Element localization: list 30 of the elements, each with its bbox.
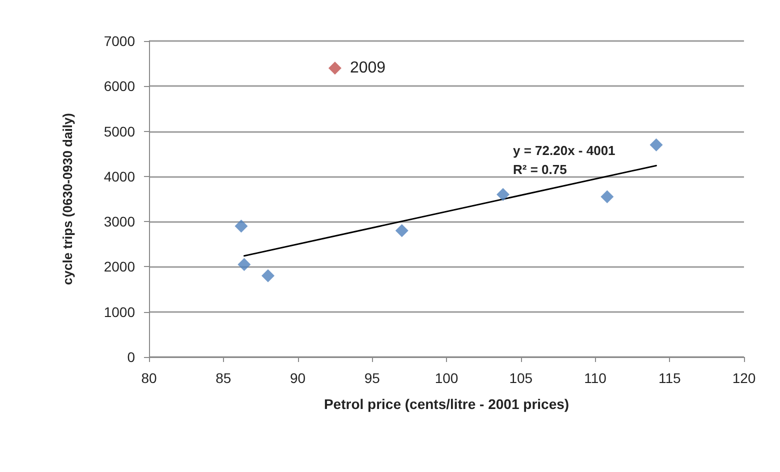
x-tick-label: 105: [509, 370, 533, 386]
x-tick-label: 80: [141, 370, 157, 386]
y-tick-label: 1000: [104, 304, 136, 320]
x-tick-label: 115: [658, 370, 681, 386]
point: [650, 138, 663, 152]
annotation: y = 72.20x - 4001: [513, 143, 616, 158]
y-axis-title: cycle trips (0630-0930 daily): [60, 113, 75, 285]
annotation: R² = 0.75: [512, 162, 567, 177]
x-tick-label: 90: [290, 370, 306, 386]
y-tick-label: 0: [127, 349, 136, 365]
y-tick-label: 7000: [104, 33, 136, 49]
y-tick-label: 4000: [104, 168, 136, 184]
point: [496, 188, 510, 201]
y-tick-label: 3000: [104, 214, 136, 230]
x-axis-title: Petrol price (cents/litre - 2001 prices): [324, 396, 570, 412]
point: [262, 269, 274, 282]
x-tick-label: 85: [216, 370, 232, 386]
point: [234, 220, 248, 233]
x-tick-label: 120: [732, 370, 756, 386]
y-tick-label: 2000: [104, 258, 136, 275]
x-tick-label: 100: [434, 370, 458, 386]
annotation: 2009: [350, 60, 386, 77]
point: [395, 224, 408, 238]
x-tick-label: 95: [364, 370, 380, 386]
point: [600, 190, 614, 204]
point: [328, 62, 342, 75]
point: [238, 258, 251, 271]
y-tick-label: 6000: [104, 78, 136, 94]
x-tick-label: 110: [584, 370, 607, 386]
y-tick-label: 5000: [104, 123, 136, 140]
